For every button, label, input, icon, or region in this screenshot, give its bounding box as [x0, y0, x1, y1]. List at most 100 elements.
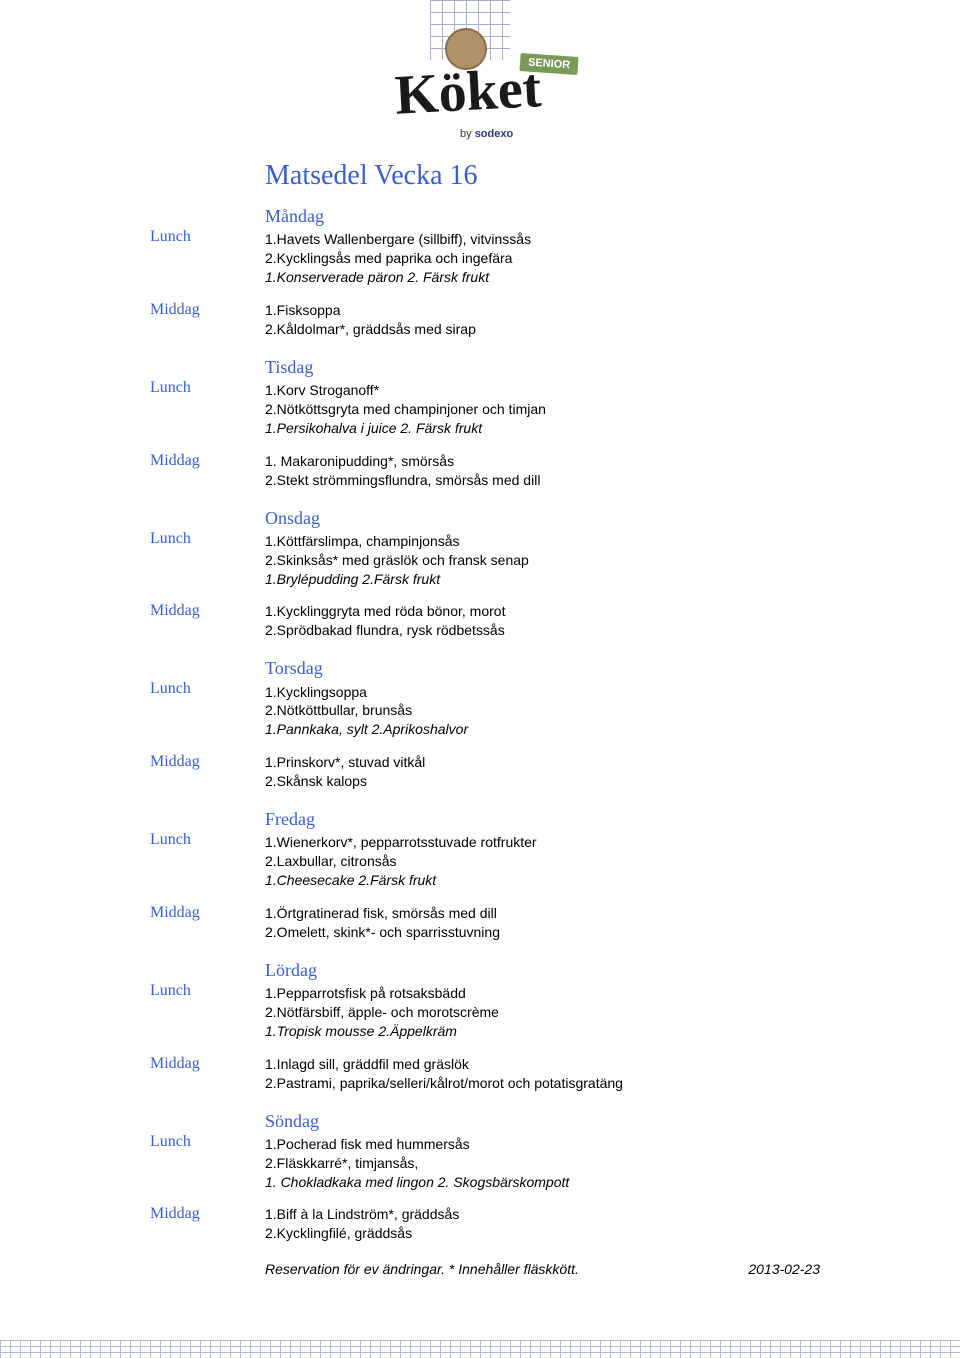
- lunch-row: LunchTorsdag 1.Kycklingsoppa2.Nötköttbull…: [150, 656, 900, 739]
- middag-row: Middag1.Fisksoppa2.Kåldolmar*, gräddsås …: [150, 301, 900, 339]
- meal-label-middag: Middag: [150, 301, 265, 319]
- menu-item: 1.Fisksoppa: [265, 301, 900, 320]
- meal-label-middag: Middag: [150, 1055, 265, 1073]
- meal-label-middag: Middag: [150, 602, 265, 620]
- middag-content: 1.Fisksoppa2.Kåldolmar*, gräddsås med si…: [265, 301, 900, 339]
- dessert-line: 1.Persikohalva i juice 2. Färsk frukt: [265, 419, 900, 438]
- day-block: LunchTorsdag 1.Kycklingsoppa2.Nötköttbull…: [150, 656, 900, 791]
- meal-label-lunch: Lunch: [150, 807, 265, 849]
- menu-item: 2.Kycklingsås med paprika och ingefära: [265, 249, 900, 268]
- logo-area: Köket SENIOR by sodexo: [0, 0, 960, 150]
- menu-item: 1.Biff à la Lindström*, gräddsås: [265, 1205, 900, 1224]
- menu-item: 2.Sprödbakad flundra, rysk rödbetssås: [265, 621, 900, 640]
- day-block: LunchTisdag 1.Korv Stroganoff*2.Nötköttsg…: [150, 355, 900, 490]
- day-heading: Onsdag: [265, 506, 900, 530]
- menu-item: 1.Pocherad fisk med hummersås: [265, 1135, 900, 1154]
- day-block: LunchLördag 1.Pepparrotsfisk på rotsaksbä…: [150, 958, 900, 1093]
- middag-row: Middag1.Biff à la Lindström*, gräddsås2.…: [150, 1205, 900, 1243]
- lunch-content: Lördag 1.Pepparrotsfisk på rotsaksbädd2.N…: [265, 958, 900, 1041]
- footer-note: Reservation för ev ändringar. * Innehåll…: [265, 1261, 579, 1277]
- day-block: LunchSöndag 1.Pocherad fisk med hummersås…: [150, 1109, 900, 1244]
- lunch-row: LunchFredag 1.Wienerkorv*, pepparrotsstu…: [150, 807, 900, 890]
- meal-label-middag: Middag: [150, 753, 265, 771]
- menu-item: 2.Omelett, skink*- och sparrisstuvning: [265, 923, 900, 942]
- footer-date: 2013-02-23: [748, 1261, 820, 1277]
- middag-row: Middag1.Kycklinggryta med röda bönor, mo…: [150, 602, 900, 640]
- menu-item: 2.Stekt strömmingsflundra, smörsås med d…: [265, 471, 900, 490]
- menu-item: 1.Örtgratinerad fisk, smörsås med dill: [265, 904, 900, 923]
- lunch-row: LunchTisdag 1.Korv Stroganoff*2.Nötköttsg…: [150, 355, 900, 438]
- menu-item: 2.Fläskkarré*, timjansås,: [265, 1154, 900, 1173]
- lunch-content: Torsdag 1.Kycklingsoppa2.Nötköttbullar, b…: [265, 656, 900, 739]
- middag-row: Middag1.Örtgratinerad fisk, smörsås med …: [150, 904, 900, 942]
- day-heading: Söndag: [265, 1109, 900, 1133]
- menu-item: 2.Pastrami, paprika/selleri/kålrot/morot…: [265, 1074, 900, 1093]
- dessert-line: 1.Konserverade päron 2. Färsk frukt: [265, 268, 900, 287]
- menu-item: 2.Kåldolmar*, gräddsås med sirap: [265, 320, 900, 339]
- menu-item: 2.Nötfärsbiff, äpple- och morotscrème: [265, 1003, 900, 1022]
- dessert-line: 1. Chokladkaka med lingon 2. Skogsbärsko…: [265, 1173, 900, 1192]
- bottom-border-pattern: [0, 1340, 960, 1358]
- menu-item: 2.Nötköttsgryta med champinjoner och tim…: [265, 400, 900, 419]
- menu-document: Köket SENIOR by sodexo Matsedel Vecka 16…: [0, 0, 960, 1358]
- lunch-row: LunchMåndag1.Havets Wallenbergare (sillb…: [150, 204, 900, 287]
- byline-prefix: by: [460, 128, 472, 140]
- meal-label-lunch: Lunch: [150, 1109, 265, 1151]
- meal-label-lunch: Lunch: [150, 958, 265, 1000]
- footer: Reservation för ev ändringar. * Innehåll…: [265, 1261, 900, 1277]
- day-heading: Måndag: [265, 204, 900, 228]
- page-title: Matsedel Vecka 16: [265, 160, 900, 192]
- menu-item: 1.Kycklinggryta med röda bönor, morot: [265, 602, 900, 621]
- day-heading: Lördag: [265, 958, 900, 982]
- menu-item: 1.Inlagd sill, gräddfil med gräslök: [265, 1055, 900, 1074]
- day-heading: Tisdag: [265, 355, 900, 379]
- middag-content: 1.Biff à la Lindström*, gräddsås2.Kyckli…: [265, 1205, 900, 1243]
- menu-item: 2.Skånsk kalops: [265, 772, 900, 791]
- meal-label-lunch: Lunch: [150, 204, 265, 246]
- menu-item: 2.Skinksås* med gräslök och fransk senap: [265, 551, 900, 570]
- days-container: LunchMåndag1.Havets Wallenbergare (sillb…: [150, 204, 900, 1243]
- lunch-row: LunchOnsdag 1.Köttfärslimpa, champinjonså…: [150, 506, 900, 589]
- meal-label-lunch: Lunch: [150, 355, 265, 397]
- day-block: LunchMåndag1.Havets Wallenbergare (sillb…: [150, 204, 900, 339]
- meal-label-middag: Middag: [150, 904, 265, 922]
- menu-item: 2.Laxbullar, citronsås: [265, 852, 900, 871]
- middag-content: 1.Kycklinggryta med röda bönor, morot2.S…: [265, 602, 900, 640]
- menu-item: 2.Kycklingfilé, gräddsås: [265, 1224, 900, 1243]
- lunch-row: LunchLördag 1.Pepparrotsfisk på rotsaksbä…: [150, 958, 900, 1041]
- menu-item: 1.Köttfärslimpa, champinjonsås: [265, 532, 900, 551]
- menu-content: Matsedel Vecka 16 LunchMåndag1.Havets Wa…: [0, 150, 960, 1277]
- middag-content: 1. Makaronipudding*, smörsås2.Stekt strö…: [265, 452, 900, 490]
- company-name: sodexo: [475, 128, 514, 140]
- dessert-line: 1.Brylépudding 2.Färsk frukt: [265, 570, 900, 589]
- dessert-line: 1.Tropisk mousse 2.Äppelkräm: [265, 1022, 900, 1041]
- menu-item: 1.Wienerkorv*, pepparrotsstuvade rotfruk…: [265, 833, 900, 852]
- middag-content: 1.Inlagd sill, gräddfil med gräslök2.Pas…: [265, 1055, 900, 1093]
- menu-item: 1.Korv Stroganoff*: [265, 381, 900, 400]
- meal-label-lunch: Lunch: [150, 656, 265, 698]
- middag-content: 1.Prinskorv*, stuvad vitkål2.Skånsk kalo…: [265, 753, 900, 791]
- lunch-content: Onsdag 1.Köttfärslimpa, champinjonsås2.Sk…: [265, 506, 900, 589]
- middag-content: 1.Örtgratinerad fisk, smörsås med dill2.…: [265, 904, 900, 942]
- dessert-line: 1.Pannkaka, sylt 2.Aprikoshalvor: [265, 720, 900, 739]
- menu-item: 1.Pepparrotsfisk på rotsaksbädd: [265, 984, 900, 1003]
- middag-row: Middag1. Makaronipudding*, smörsås2.Stek…: [150, 452, 900, 490]
- lunch-content: Tisdag 1.Korv Stroganoff*2.Nötköttsgryta …: [265, 355, 900, 438]
- meal-label-middag: Middag: [150, 452, 265, 470]
- day-block: LunchFredag 1.Wienerkorv*, pepparrotsstu…: [150, 807, 900, 942]
- menu-item: 1.Prinskorv*, stuvad vitkål: [265, 753, 900, 772]
- menu-item: 2.Nötköttbullar, brunsås: [265, 701, 900, 720]
- meal-label-lunch: Lunch: [150, 506, 265, 548]
- lunch-row: LunchSöndag 1.Pocherad fisk med hummersås…: [150, 1109, 900, 1192]
- middag-row: Middag1.Inlagd sill, gräddfil med gräslö…: [150, 1055, 900, 1093]
- lunch-content: Söndag 1.Pocherad fisk med hummersås2.Flä…: [265, 1109, 900, 1192]
- lunch-content: Fredag 1.Wienerkorv*, pepparrotsstuvade …: [265, 807, 900, 890]
- menu-item: 1. Makaronipudding*, smörsås: [265, 452, 900, 471]
- day-heading: Torsdag: [265, 656, 900, 680]
- dessert-line: 1.Cheesecake 2.Färsk frukt: [265, 871, 900, 890]
- meal-label-middag: Middag: [150, 1205, 265, 1223]
- menu-item: 1.Kycklingsoppa: [265, 683, 900, 702]
- middag-row: Middag1.Prinskorv*, stuvad vitkål2.Skåns…: [150, 753, 900, 791]
- day-block: LunchOnsdag 1.Köttfärslimpa, champinjonså…: [150, 506, 900, 641]
- byline: by sodexo: [460, 128, 513, 140]
